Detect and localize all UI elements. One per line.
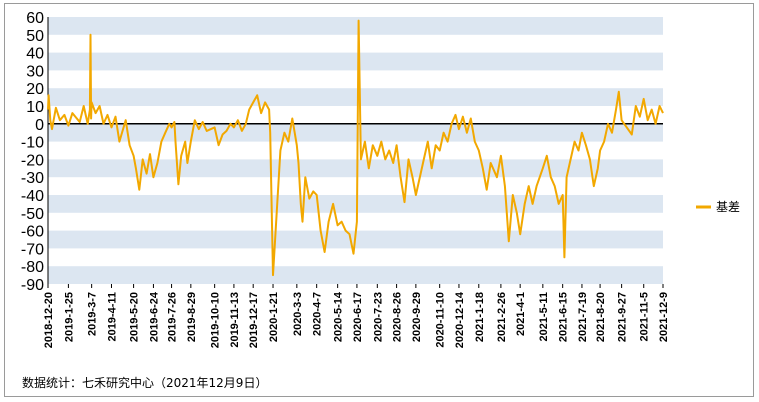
- y-tick-label: -50: [21, 206, 44, 223]
- x-tick-label: 2021-4-1: [515, 292, 527, 336]
- y-tick-label: -20: [21, 152, 44, 169]
- x-tick-label: 2020-6-17: [352, 292, 364, 342]
- y-tick-label: 60: [26, 10, 44, 27]
- y-tick-label: -30: [21, 170, 44, 187]
- x-tick-label: 2019-1-25: [63, 292, 75, 342]
- grid-band: [48, 266, 663, 284]
- legend: 基差: [696, 200, 740, 214]
- x-tick-label: 2020-11-10: [435, 292, 447, 348]
- y-tick-label: 30: [26, 63, 44, 80]
- y-tick-label: 50: [26, 28, 44, 45]
- grid-band: [48, 123, 663, 142]
- x-tick-label: 2020-5-14: [333, 291, 345, 342]
- grid-band: [48, 88, 663, 106]
- grid-band: [48, 195, 663, 213]
- y-tick-label: -60: [21, 224, 44, 241]
- x-tick-label: 2020-8-26: [392, 292, 404, 342]
- x-tick-label: 2019-6-24: [148, 291, 160, 342]
- x-tick-label: 2021-6-15: [558, 292, 570, 342]
- grid-band: [48, 17, 663, 35]
- x-tick-label: 2019-12-17: [248, 292, 260, 348]
- x-tick-label: 2021-12-9: [658, 292, 670, 342]
- series-line: [47, 19, 664, 277]
- x-tick-label: 2020-3-3: [292, 292, 304, 336]
- x-tick-label: 2021-1-18: [474, 292, 486, 342]
- x-tick-label: 2021-2-26: [496, 292, 508, 342]
- x-tick-label: 2020-1-21: [268, 292, 280, 342]
- x-tick-label: 2021-5-11: [538, 292, 550, 342]
- x-tick-label: 2018-12-20: [43, 292, 55, 348]
- x-tick-label: 2019-5-20: [129, 292, 141, 342]
- y-tick-label: 0: [35, 117, 44, 134]
- x-tick-label: 2021-9-27: [617, 292, 629, 342]
- y-tick-label: -80: [21, 259, 44, 276]
- x-tick-label: 2020-9-29: [411, 292, 423, 342]
- grid-band: [48, 52, 663, 71]
- x-axis: 2018-12-20 2019-1-25 2019-3-7 2019-4-11 2019…: [43, 284, 670, 348]
- legend-label: 基差: [716, 200, 740, 214]
- x-tick-label: 2019-11-13: [229, 292, 241, 348]
- y-tick-label: -40: [21, 188, 44, 205]
- y-tick-label: 40: [26, 46, 44, 63]
- x-tick-label: 2019-4-11: [106, 292, 118, 342]
- x-tick-label: 2020-4-7: [312, 292, 324, 336]
- x-tick-label: 2021-8-20: [595, 292, 607, 342]
- y-tick-label: -10: [21, 135, 44, 152]
- grid-band: [48, 159, 663, 178]
- source-note: 数据统计：七禾研究中心（2021年12月9日）: [22, 376, 268, 390]
- y-tick-label: -90: [21, 277, 44, 294]
- x-tick-label: 2019-10-10: [210, 292, 222, 348]
- grid-bands: [48, 17, 663, 284]
- x-tick-label: 2021-11-5: [639, 292, 651, 342]
- x-tick-label: 2019-7-26: [167, 292, 179, 342]
- y-tick-label: 10: [26, 99, 44, 116]
- x-tick-label: 2019-8-29: [186, 292, 198, 342]
- x-tick-label: 2021-7-19: [577, 292, 589, 342]
- x-tick-label: 2020-12-14: [454, 291, 466, 348]
- y-tick-label: 20: [26, 81, 44, 98]
- x-tick-label: 2019-3-7: [87, 292, 99, 336]
- y-tick-label: -70: [21, 241, 44, 258]
- x-tick-label: 2020-7-23: [372, 292, 384, 342]
